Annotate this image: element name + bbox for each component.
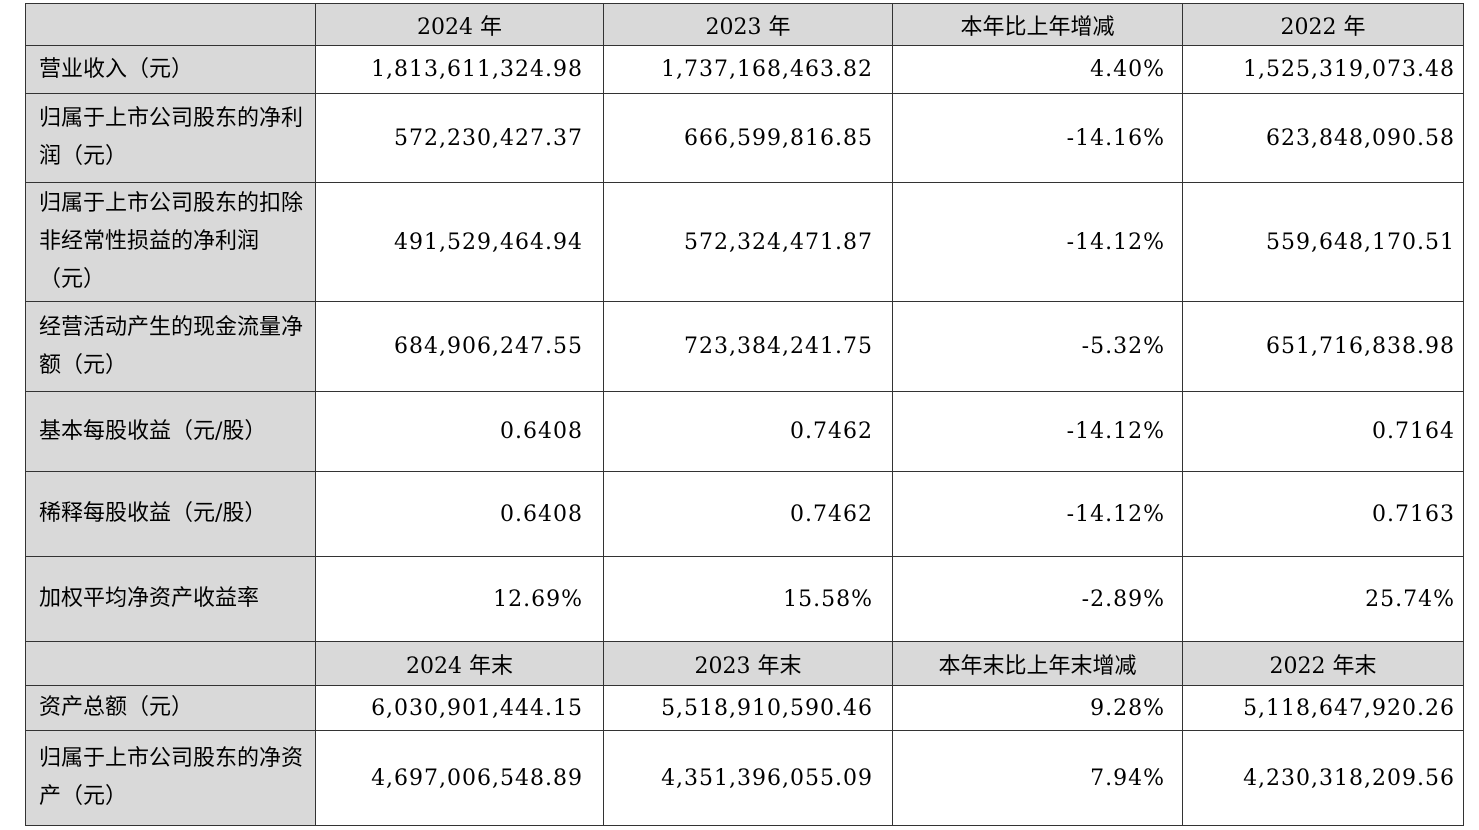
cell-value: 1,737,168,463.82 bbox=[603, 45, 893, 94]
column-header-2024-yearend: 2024 年末 bbox=[315, 641, 604, 686]
column-header-2022: 2022 年 bbox=[1182, 3, 1464, 46]
column-header-2024: 2024 年 bbox=[315, 3, 604, 46]
cell-value: 572,324,471.87 bbox=[603, 182, 893, 302]
cell-value: 1,813,611,324.98 bbox=[315, 45, 604, 94]
cell-value: 0.7163 bbox=[1182, 471, 1464, 557]
cell-value: 684,906,247.55 bbox=[315, 301, 604, 392]
cell-value: 723,384,241.75 bbox=[603, 301, 893, 392]
row-label: 归属于上市公司股东的净资产（元） bbox=[25, 730, 316, 826]
cell-value: -14.12% bbox=[892, 182, 1183, 302]
row-label: 基本每股收益（元/股） bbox=[25, 391, 316, 472]
cell-value: 651,716,838.98 bbox=[1182, 301, 1464, 392]
cell-value: -2.89% bbox=[892, 556, 1183, 642]
row-label: 归属于上市公司股东的扣除非经常性损益的净利润（元） bbox=[25, 182, 316, 302]
cell-value: -14.12% bbox=[892, 471, 1183, 557]
cell-value: 5,118,647,920.26 bbox=[1182, 685, 1464, 731]
cell-value: 1,525,319,073.48 bbox=[1182, 45, 1464, 94]
cell-value: 623,848,090.58 bbox=[1182, 93, 1464, 183]
cell-value: 491,529,464.94 bbox=[315, 182, 604, 302]
header-blank-cell bbox=[25, 641, 316, 686]
table-row-basic-eps: 基本每股收益（元/股） 0.6408 0.7462 -14.12% 0.7164 bbox=[25, 391, 1464, 472]
cell-value: 0.7462 bbox=[603, 471, 893, 557]
cell-value: 572,230,427.37 bbox=[315, 93, 604, 183]
section1-header-row: 2024 年 2023 年 本年比上年增减 2022 年 bbox=[25, 3, 1464, 46]
row-label: 营业收入（元） bbox=[25, 45, 316, 94]
cell-value: 0.6408 bbox=[315, 471, 604, 557]
column-header-2023: 2023 年 bbox=[603, 3, 893, 46]
cell-value: 6,030,901,444.15 bbox=[315, 685, 604, 731]
table-row-net-assets: 归属于上市公司股东的净资产（元） 4,697,006,548.89 4,351,… bbox=[25, 730, 1464, 826]
cell-value: -14.16% bbox=[892, 93, 1183, 183]
header-blank-cell bbox=[25, 3, 316, 46]
row-label: 加权平均净资产收益率 bbox=[25, 556, 316, 642]
row-label: 稀释每股收益（元/股） bbox=[25, 471, 316, 557]
cell-value: 0.6408 bbox=[315, 391, 604, 472]
cell-value: 9.28% bbox=[892, 685, 1183, 731]
table-row-operating-cash-flow: 经营活动产生的现金流量净额（元） 684,906,247.55 723,384,… bbox=[25, 301, 1464, 392]
cell-value: 4.40% bbox=[892, 45, 1183, 94]
table-row-diluted-eps: 稀释每股收益（元/股） 0.6408 0.7462 -14.12% 0.7163 bbox=[25, 471, 1464, 557]
column-header-2022-yearend: 2022 年末 bbox=[1182, 641, 1464, 686]
table-row-total-assets: 资产总额（元） 6,030,901,444.15 5,518,910,590.4… bbox=[25, 685, 1464, 731]
column-header-yearend-change: 本年末比上年末增减 bbox=[892, 641, 1183, 686]
financial-summary-table: 2024 年 2023 年 本年比上年增减 2022 年 营业收入（元） 1,8… bbox=[25, 3, 1464, 826]
table-row-net-profit: 归属于上市公司股东的净利润（元） 572,230,427.37 666,599,… bbox=[25, 93, 1464, 183]
cell-value: 25.74% bbox=[1182, 556, 1464, 642]
cell-value: 5,518,910,590.46 bbox=[603, 685, 893, 731]
cell-value: 0.7164 bbox=[1182, 391, 1464, 472]
cell-value: -5.32% bbox=[892, 301, 1183, 392]
cell-value: 666,599,816.85 bbox=[603, 93, 893, 183]
cell-value: 559,648,170.51 bbox=[1182, 182, 1464, 302]
row-label: 归属于上市公司股东的净利润（元） bbox=[25, 93, 316, 183]
row-label: 资产总额（元） bbox=[25, 685, 316, 731]
row-label: 经营活动产生的现金流量净额（元） bbox=[25, 301, 316, 392]
cell-value: 12.69% bbox=[315, 556, 604, 642]
cell-value: 4,230,318,209.56 bbox=[1182, 730, 1464, 826]
column-header-2023-yearend: 2023 年末 bbox=[603, 641, 893, 686]
cell-value: 15.58% bbox=[603, 556, 893, 642]
cell-value: -14.12% bbox=[892, 391, 1183, 472]
cell-value: 4,351,396,055.09 bbox=[603, 730, 893, 826]
cell-value: 0.7462 bbox=[603, 391, 893, 472]
section2-header-row: 2024 年末 2023 年末 本年末比上年末增减 2022 年末 bbox=[25, 641, 1464, 686]
cell-value: 7.94% bbox=[892, 730, 1183, 826]
cell-value: 4,697,006,548.89 bbox=[315, 730, 604, 826]
table-row-net-profit-excl-nonrecurring: 归属于上市公司股东的扣除非经常性损益的净利润（元） 491,529,464.94… bbox=[25, 182, 1464, 302]
table-row-weighted-avg-roe: 加权平均净资产收益率 12.69% 15.58% -2.89% 25.74% bbox=[25, 556, 1464, 642]
table-row-operating-revenue: 营业收入（元） 1,813,611,324.98 1,737,168,463.8… bbox=[25, 45, 1464, 94]
column-header-yoy-change: 本年比上年增减 bbox=[892, 3, 1183, 46]
